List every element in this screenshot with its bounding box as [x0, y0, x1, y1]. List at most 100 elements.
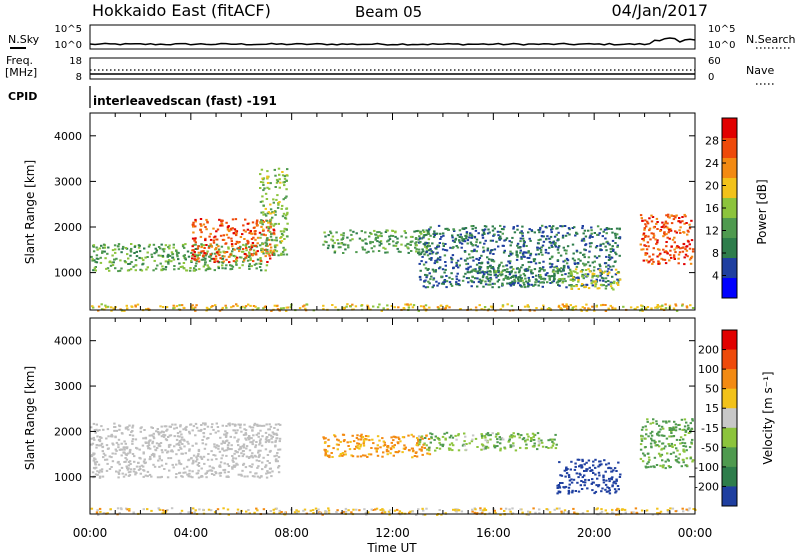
echo-cell: [491, 229, 495, 232]
echo-cell: [418, 235, 421, 238]
echo-cell: [345, 305, 348, 308]
echo-cell: [242, 446, 246, 449]
echo-cell: [671, 427, 674, 430]
echo-cell: [409, 510, 412, 513]
echo-cell: [221, 424, 224, 427]
echo-cell: [670, 442, 673, 445]
echo-cell: [175, 426, 178, 429]
echo-cell: [388, 238, 392, 241]
echo-cell: [611, 239, 615, 242]
echo-cell: [682, 510, 685, 513]
echo-cell: [232, 305, 235, 308]
echo-cell: [419, 278, 422, 281]
echo-cell: [107, 246, 110, 249]
echo-cell: [375, 449, 378, 452]
time-axis-title: Time UT: [366, 541, 417, 554]
echo-cell: [390, 441, 393, 444]
echo-cell: [612, 282, 616, 285]
echo-cell: [652, 253, 655, 256]
echo-cell: [538, 247, 542, 250]
echo-cell: [251, 221, 255, 224]
echo-cell: [202, 265, 205, 268]
echo-cell: [688, 258, 692, 261]
echo-cell: [134, 269, 137, 272]
echo-cell: [183, 267, 186, 270]
echo-cell: [560, 512, 564, 515]
echo-cell: [152, 269, 155, 272]
echo-cell: [448, 281, 452, 284]
echo-cell: [683, 428, 686, 431]
echo-cell: [527, 283, 531, 286]
echo-cell: [408, 511, 411, 514]
echo-cell: [227, 441, 231, 444]
echo-cell: [258, 476, 261, 479]
echo-cell: [387, 450, 390, 453]
echo-cell: [161, 509, 165, 512]
echo-cell: [100, 470, 104, 473]
echo-cell: [265, 264, 269, 267]
echo-cell: [685, 449, 688, 452]
echo-cell: [147, 446, 150, 449]
echo-cell: [548, 246, 551, 249]
echo-cell: [270, 233, 273, 236]
echo-cell: [662, 235, 665, 238]
echo-cell: [164, 449, 167, 452]
echo-cell: [571, 489, 574, 492]
echo-cell: [526, 269, 529, 272]
echo-cell: [275, 454, 278, 457]
echo-cell: [179, 441, 182, 444]
echo-cell: [516, 244, 519, 247]
echo-cell: [508, 435, 512, 438]
echo-cell: [234, 243, 237, 245]
echo-cell: [669, 427, 672, 430]
echo-cell: [458, 284, 461, 287]
echo-cell: [426, 274, 429, 277]
echo-cell: [187, 255, 191, 258]
echo-cell: [561, 303, 564, 306]
echo-cell: [498, 263, 501, 266]
echo-cell: [117, 446, 120, 449]
echo-cell: [399, 440, 402, 443]
echo-cell: [499, 438, 502, 441]
echo-cell: [129, 470, 132, 473]
echo-cell: [645, 428, 648, 431]
echo-cell: [561, 482, 564, 484]
echo-cell: [397, 450, 401, 453]
echo-cell: [676, 245, 679, 248]
echo-cell: [476, 277, 479, 280]
echo-cell: [124, 460, 127, 463]
echo-cell: [191, 257, 194, 260]
echo-cell: [273, 229, 276, 232]
echo-cell: [188, 449, 191, 452]
echo-cell: [130, 243, 133, 245]
echo-cell: [147, 245, 151, 248]
echo-cell: [691, 438, 694, 441]
echo-cell: [432, 278, 435, 281]
echo-cell: [586, 273, 590, 276]
echo-cell: [286, 174, 289, 177]
echo-cell: [192, 225, 195, 228]
echo-cell: [100, 244, 103, 247]
echo-cell: [545, 508, 548, 511]
echo-cell: [655, 422, 658, 425]
echo-cell: [259, 438, 262, 441]
echo-cell: [264, 464, 268, 467]
echo-cell: [664, 220, 668, 223]
echo-cell: [149, 447, 152, 450]
echo-cell: [233, 228, 237, 231]
echo-cell: [251, 242, 255, 244]
echo-cell: [583, 285, 586, 288]
echo-cell: [275, 434, 279, 436]
echo-cell: [577, 280, 580, 283]
echo-cell: [146, 251, 149, 254]
echo-cell: [236, 247, 239, 250]
echo-cell: [147, 444, 151, 447]
echo-cell: [163, 434, 167, 437]
echo-cell: [266, 186, 269, 189]
echo-cell: [216, 228, 220, 231]
echo-cell: [508, 254, 511, 257]
colorbar-segment: [722, 158, 737, 179]
echo-cell: [597, 485, 600, 488]
echo-cell: [219, 224, 222, 227]
echo-cell: [176, 432, 180, 435]
